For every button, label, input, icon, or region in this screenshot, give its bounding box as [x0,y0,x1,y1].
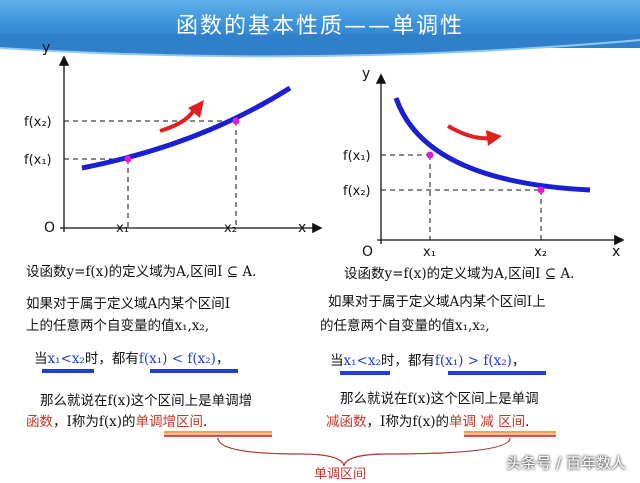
x1-label-left: x₁ [116,221,129,236]
watermark: 头条号 / 百年数人 [506,454,626,472]
decreasing-curve [393,97,591,193]
right-concl-function: 减函数 [326,414,367,430]
point-x1-left [124,155,132,163]
left-concl-interval: 单调增区间 [135,414,203,430]
right-cond-suffix: ， [511,353,526,369]
right-concl-end: . [525,414,530,430]
point-x1-right [426,151,434,159]
right-definition-line2: 如果对于属于定义域A内某个区间I上 [328,294,546,310]
right-concl-interval: 单调 减 区间 [448,414,526,430]
right-underline-ineq [340,371,390,375]
decreasing-arrow [446,124,491,141]
decreasing-arrow-head [486,130,502,146]
left-definition-line1: 设函数y=f(x)的定义域为A,区间I ⊆ A. [26,264,257,280]
left-cond-suffix: ， [215,351,230,367]
right-condition: 当x₁<x₂时，都有f(x₁) > f(x₂)， [330,349,525,369]
origin-label-right: O [362,244,373,260]
origin-label-left: O [44,220,55,236]
left-conclusion-line2: 函数，I称为f(x)的单调增区间. [26,410,207,430]
left-concl-mid: ，I称为f(x)的 [53,414,136,430]
right-concl-mid: ，I称为f(x)的 [366,414,449,430]
right-underline-interval [464,431,556,437]
x2-label-right: x₂ [534,245,547,260]
x-axis-label-right: x [612,244,620,260]
left-conclusion-line1: 那么就说在f(x)这个区间上是单调增 [40,393,253,409]
right-conclusion-line2: 减函数，I称为f(x)的单调 减 区间. [326,410,529,430]
right-definition-line1: 设函数y=f(x)的定义域为A,区间I ⊆ A. [344,266,575,282]
left-concl-function: 函数 [26,414,53,430]
x-axis-label-left: x [298,220,306,236]
increasing-arrow-head [188,100,204,118]
right-definition-line3: 的任意两个自变量的值x₁,x₂, [320,318,490,334]
fx2-label-right: f(x₂) [343,184,371,199]
fx2-label-left: f(x₂) [24,115,52,130]
left-definition-line2: 如果对于属于定义域A内某个区间I [26,296,231,312]
y-axis-label-left: y [42,40,50,56]
x2-label-left: x₂ [224,221,237,236]
left-cond-result: f(x₁) < f(x₂) [138,351,216,367]
fx1-label-left: f(x₁) [24,153,52,168]
point-x2-right [537,186,545,194]
left-underline-ineq [42,369,94,373]
y-axis-label-right: y [362,66,370,82]
right-cond-prefix: 当 [330,353,344,369]
left-condition: 当x₁<x₂时，都有f(x₁) < f(x₂)， [34,347,229,367]
left-underline-result [150,369,238,373]
right-cond-mid: 时，都有 [380,353,435,369]
right-conclusion-line1: 那么就说在f(x)这个区间上是单调 [340,391,539,407]
fx1-label-right: f(x₁) [343,149,371,164]
left-cond-mid: 时，都有 [84,351,139,367]
left-definition-line3: 上的任意两个自变量的值x₁,x₂, [26,318,210,334]
right-cond-result: f(x₁) > f(x₂) [434,353,512,369]
point-x2-left [232,117,240,125]
page-title: 函数的基本性质——单调性 [175,14,464,39]
left-cond-inequality: x₁<x₂ [47,351,85,367]
left-concl-end: . [202,414,208,430]
left-cond-prefix: 当 [34,351,48,367]
x1-label-right: x₁ [423,245,436,260]
increasing-curve [81,85,292,171]
left-underline-interval [164,431,272,437]
bracket-label: 单调区间 [314,467,367,482]
right-cond-inequality: x₁<x₂ [343,353,381,369]
banner-swoosh [0,34,640,58]
right-underline-result [448,371,546,375]
